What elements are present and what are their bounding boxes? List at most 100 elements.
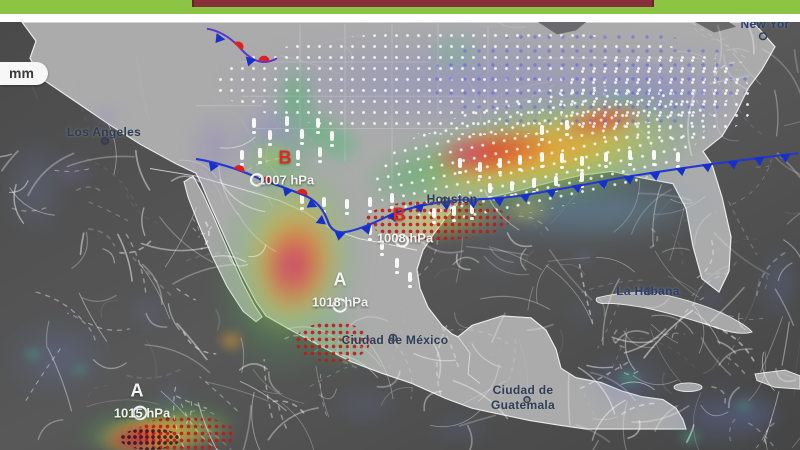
cold-front-triangle-icon bbox=[753, 156, 765, 166]
wind-streamline bbox=[11, 207, 47, 212]
wind-streamline bbox=[139, 264, 170, 320]
city-marker-houston[interactable] bbox=[440, 196, 450, 205]
wind-streamline bbox=[92, 359, 127, 370]
wind-streamline bbox=[693, 391, 702, 450]
legend-unit-pill[interactable]: mm bbox=[0, 62, 48, 85]
wind-streamline bbox=[703, 356, 720, 375]
wind-streamline bbox=[727, 386, 740, 409]
wind-streamline bbox=[670, 297, 705, 342]
wind-streamline bbox=[453, 312, 474, 329]
wind-streamline bbox=[602, 278, 621, 346]
wind-streamline bbox=[748, 422, 777, 450]
wind-streamline bbox=[280, 55, 341, 75]
wind-streamline bbox=[167, 303, 180, 331]
wind-streamline bbox=[650, 328, 683, 384]
wind-streamline bbox=[267, 371, 280, 394]
wind-streamline bbox=[567, 373, 571, 426]
warm-front-semicircle-icon bbox=[233, 165, 245, 173]
wind-streamline bbox=[649, 228, 659, 249]
wind-streamline bbox=[47, 347, 73, 412]
wind-streamline bbox=[667, 275, 698, 293]
wind-streamline bbox=[190, 409, 219, 418]
wind-streamline bbox=[783, 121, 800, 127]
city-marker-los-angeles[interactable] bbox=[100, 136, 110, 145]
wind-streamline bbox=[747, 22, 757, 50]
wind-streamline bbox=[632, 374, 678, 386]
wind-streamline bbox=[548, 249, 593, 301]
wind-streamline bbox=[612, 328, 625, 348]
wind-streamline bbox=[661, 247, 690, 253]
wind-streamline bbox=[605, 328, 627, 380]
wind-streamline bbox=[448, 328, 509, 344]
wind-streamline bbox=[197, 402, 218, 450]
wind-streamline bbox=[484, 189, 520, 231]
wind-streamline bbox=[159, 216, 214, 263]
hispaniola-island bbox=[754, 369, 800, 390]
wind-streamline bbox=[286, 326, 336, 339]
cold-front-triangle-icon bbox=[675, 166, 687, 176]
wind-streamline bbox=[732, 52, 762, 85]
wind-streamline bbox=[172, 263, 235, 285]
mexico-guatemala-border bbox=[457, 336, 481, 384]
wind-streamline bbox=[160, 390, 187, 417]
wind-streamline bbox=[458, 414, 496, 427]
wind-streamline bbox=[466, 424, 473, 450]
wind-streamline bbox=[27, 152, 75, 197]
wind-streamline bbox=[774, 89, 779, 137]
wind-streamline bbox=[654, 196, 706, 215]
wind-streamline bbox=[623, 328, 667, 354]
wind-streamline bbox=[643, 309, 694, 359]
wind-streamline bbox=[750, 165, 771, 168]
wind-streamline bbox=[430, 410, 480, 428]
wind-streamline bbox=[247, 157, 285, 171]
wind-streamline bbox=[88, 322, 130, 331]
wind-streamline bbox=[242, 404, 252, 450]
wind-streamline bbox=[687, 271, 729, 301]
wind-streamline bbox=[491, 81, 551, 100]
wind-streamline bbox=[784, 210, 800, 215]
cold-front-triangle-icon bbox=[701, 163, 713, 173]
wind-streamline bbox=[763, 436, 768, 450]
wind-streamline bbox=[699, 72, 749, 89]
wind-streamline bbox=[575, 424, 611, 443]
weather-map[interactable]: Los Angeles Houston Ciudad de México La … bbox=[0, 22, 800, 450]
wind-streamline bbox=[651, 324, 679, 344]
wind-streamline bbox=[182, 331, 217, 355]
wind-streamline bbox=[693, 305, 705, 354]
wind-streamline bbox=[126, 366, 186, 379]
cold-front-triangle-icon bbox=[315, 214, 327, 225]
wind-streamline bbox=[452, 256, 480, 266]
wind-streamline bbox=[30, 290, 83, 320]
cuba-island bbox=[595, 292, 753, 334]
city-marker-cdmx[interactable] bbox=[388, 333, 398, 342]
wind-streamline bbox=[265, 125, 279, 166]
wind-streamline bbox=[182, 401, 193, 429]
wind-streamline bbox=[774, 288, 795, 327]
wind-streamline bbox=[240, 337, 245, 373]
wind-streamline bbox=[654, 250, 700, 298]
wind-streamline bbox=[146, 339, 157, 380]
wind-streamline bbox=[9, 180, 29, 193]
warm-front-semicircle-icon bbox=[296, 188, 308, 196]
wind-streamline bbox=[190, 417, 232, 450]
wind-streamline bbox=[238, 363, 268, 371]
wind-streamline bbox=[455, 253, 471, 271]
wind-streamline bbox=[144, 344, 211, 374]
wind-streamline bbox=[102, 248, 115, 264]
cold-front-triangle-icon bbox=[519, 193, 531, 203]
city-marker-guatemala[interactable] bbox=[523, 396, 531, 404]
city-marker-la-habana[interactable] bbox=[643, 287, 653, 296]
wind-streamline bbox=[777, 262, 793, 281]
wind-streamline bbox=[619, 363, 639, 376]
wind-streamline bbox=[774, 368, 797, 383]
fronts-and-wind-layer bbox=[0, 22, 800, 450]
wind-streamline bbox=[627, 420, 641, 439]
cold-front-triangle-icon bbox=[597, 180, 609, 190]
wind-streamline bbox=[342, 360, 362, 371]
warm-front-semicircle-icon bbox=[258, 55, 270, 62]
wind-streamline bbox=[66, 312, 96, 341]
wind-streamline bbox=[687, 89, 697, 157]
city-marker-new-york[interactable] bbox=[758, 32, 768, 41]
wind-streamline bbox=[376, 370, 401, 388]
wind-streamline bbox=[732, 159, 772, 205]
